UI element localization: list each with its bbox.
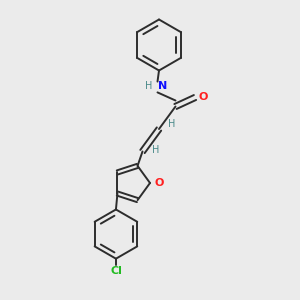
Text: H: H [146, 81, 153, 92]
Text: O: O [199, 92, 208, 102]
Text: O: O [154, 178, 164, 188]
Text: H: H [168, 118, 175, 129]
Text: Cl: Cl [110, 266, 122, 276]
Text: H: H [152, 145, 160, 155]
Text: N: N [158, 81, 167, 92]
